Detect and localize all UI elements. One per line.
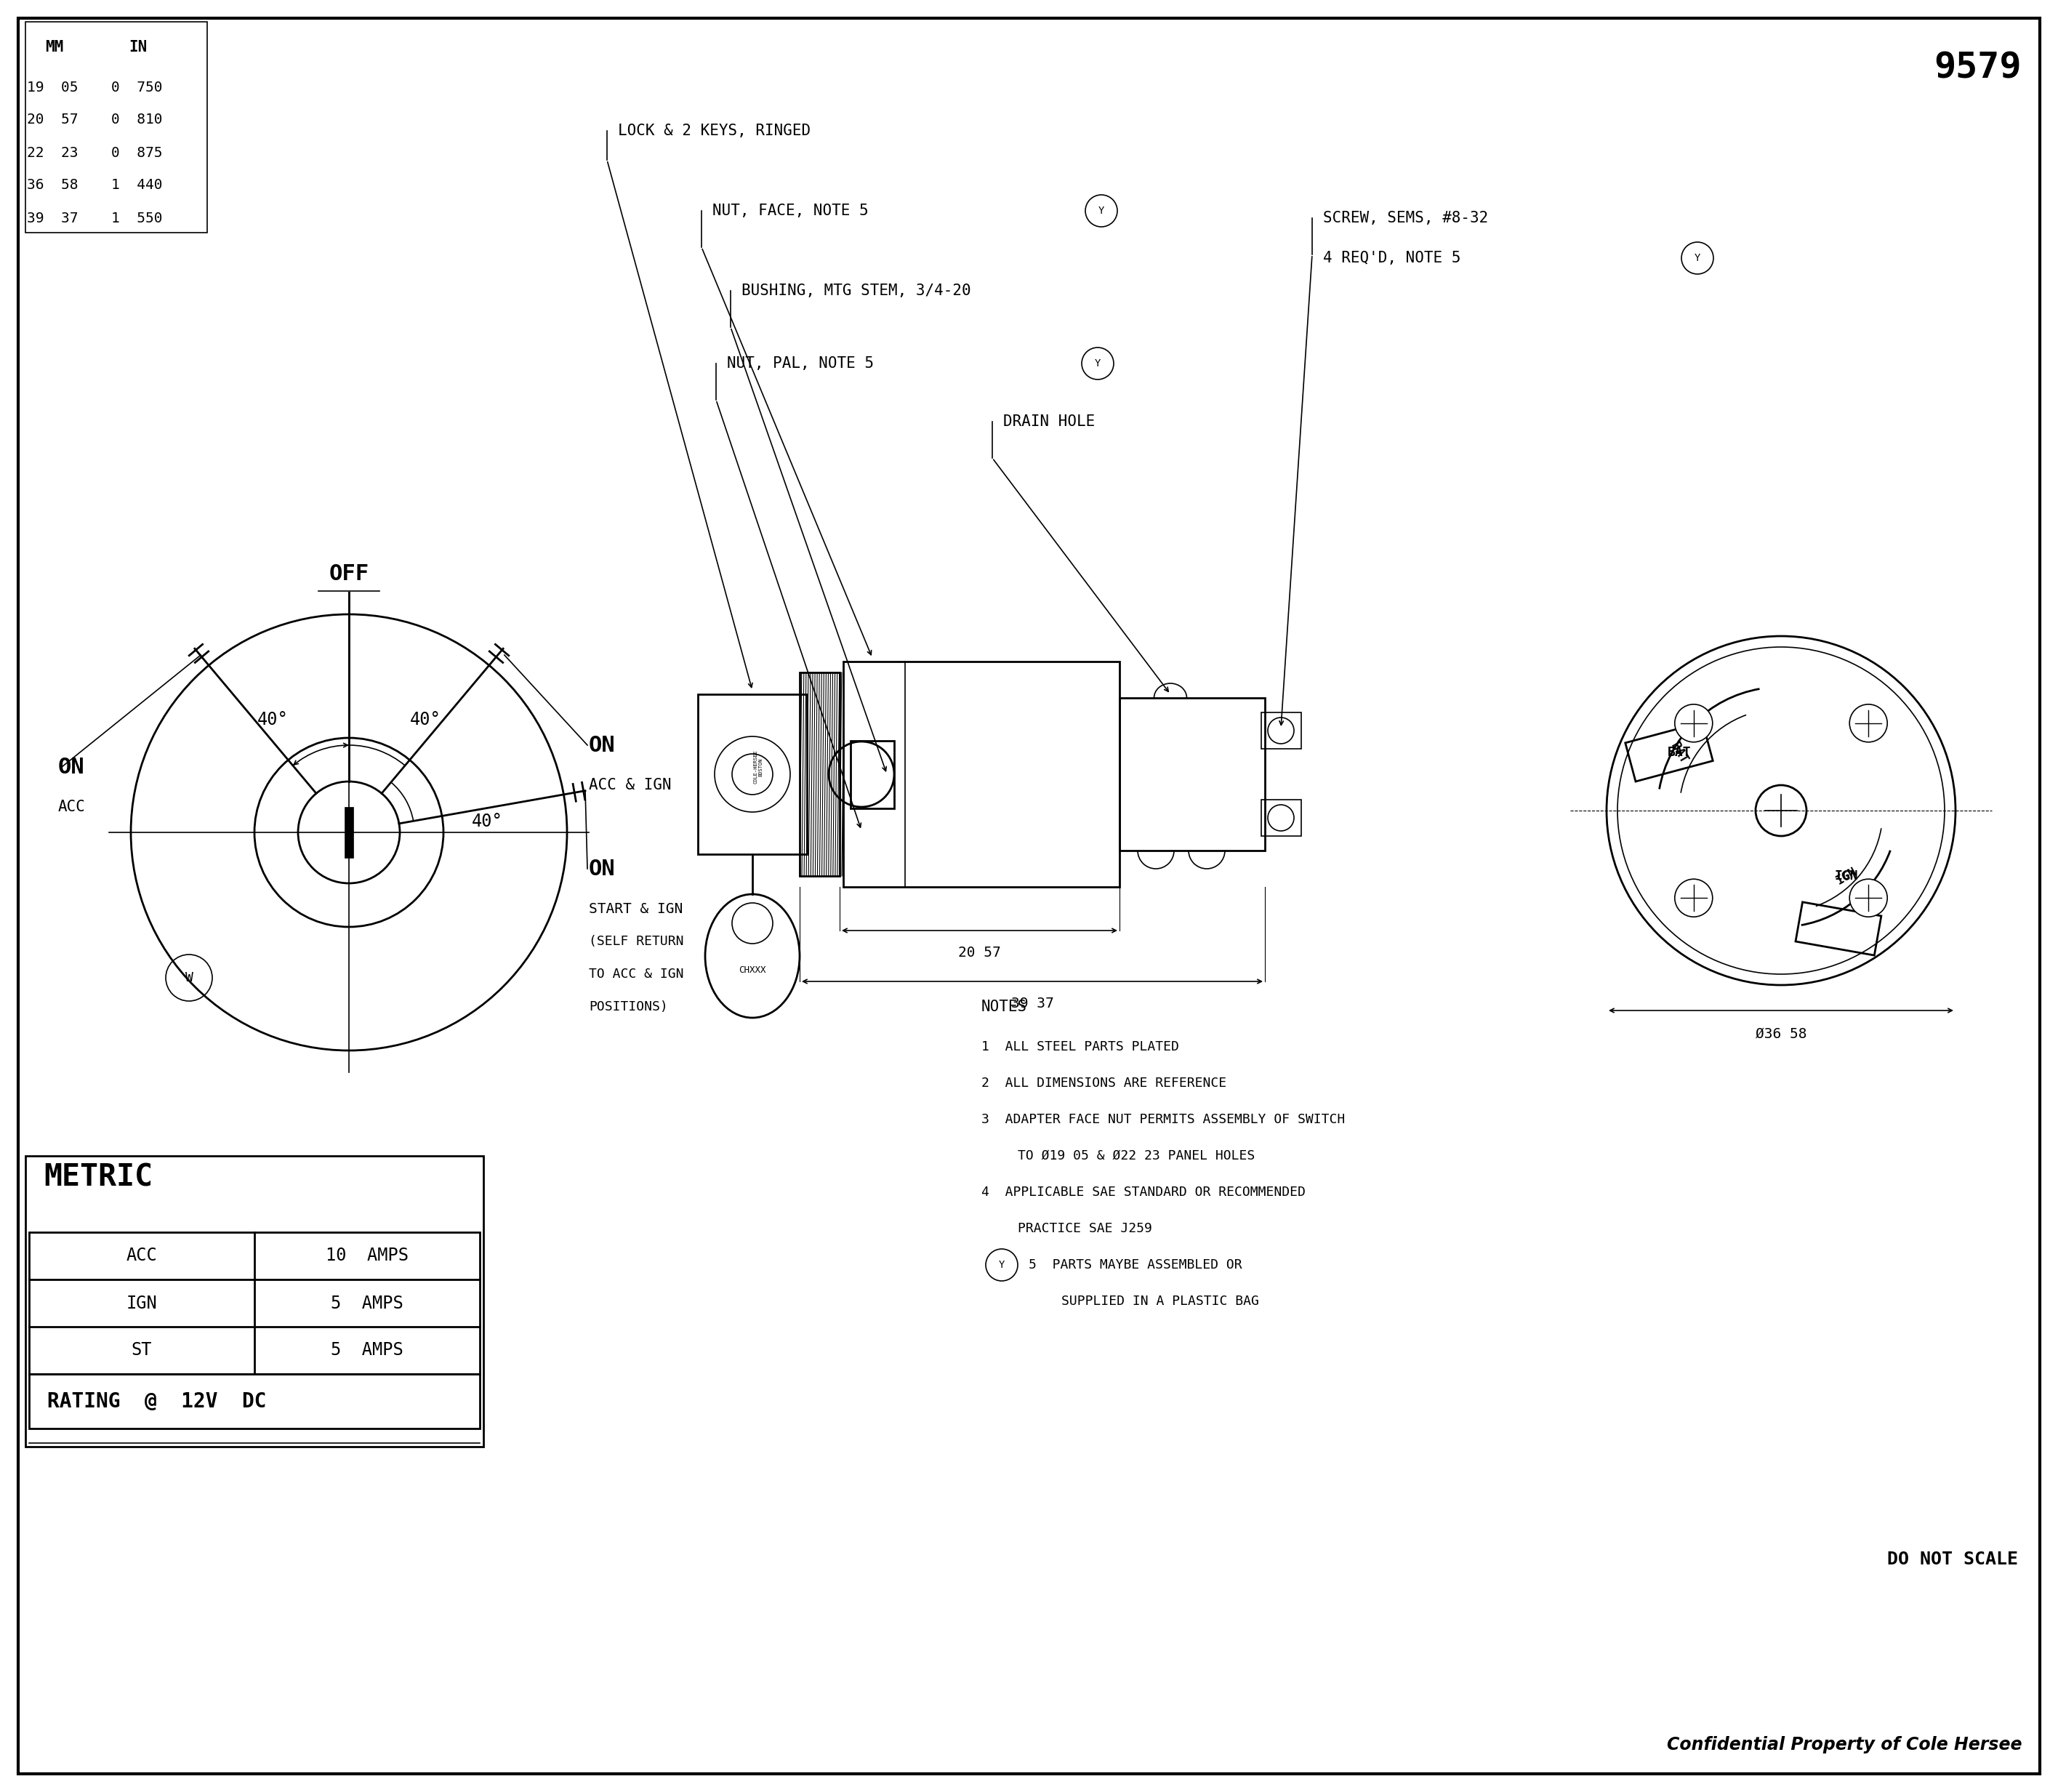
Text: ST: ST: [132, 1342, 152, 1358]
Bar: [1795, 901, 1881, 955]
Text: 5  PARTS MAYBE ASSEMBLED OR: 5 PARTS MAYBE ASSEMBLED OR: [1029, 1258, 1243, 1272]
Text: IGN: IGN: [1834, 869, 1858, 882]
Text: W: W: [185, 971, 193, 984]
Text: 36  58: 36 58: [27, 179, 78, 192]
Text: 1  440: 1 440: [111, 179, 163, 192]
Text: 40°: 40°: [410, 711, 440, 728]
Text: 19  05: 19 05: [27, 81, 78, 95]
Text: 4 REQ'D, NOTE 5: 4 REQ'D, NOTE 5: [1323, 251, 1461, 265]
Text: NOTES: NOTES: [982, 1000, 1027, 1014]
Bar: [850, 740, 893, 808]
Text: TO ACC & IGN: TO ACC & IGN: [589, 968, 683, 980]
Bar: [29, 1233, 480, 1374]
Text: BUSHING, MTG STEM, 3/4-20: BUSHING, MTG STEM, 3/4-20: [741, 283, 971, 297]
Text: START & IGN: START & IGN: [589, 901, 683, 916]
Text: SUPPLIED IN A PLASTIC BAG: SUPPLIED IN A PLASTIC BAG: [1062, 1296, 1259, 1308]
Text: 39 37: 39 37: [1010, 996, 1054, 1011]
Text: NUT, FACE, NOTE 5: NUT, FACE, NOTE 5: [712, 204, 868, 219]
Text: (SELF RETURN: (SELF RETURN: [589, 935, 683, 948]
Text: DO NOT SCALE: DO NOT SCALE: [1887, 1550, 2019, 1568]
Text: 10  AMPS: 10 AMPS: [325, 1247, 410, 1265]
Text: ON: ON: [589, 858, 615, 880]
Text: BAT: BAT: [1669, 740, 1690, 765]
Text: 40°: 40°: [471, 814, 502, 830]
Text: NUT, PAL, NOTE 5: NUT, PAL, NOTE 5: [726, 357, 875, 371]
Text: 9579: 9579: [1935, 50, 2021, 86]
Text: 3  ADAPTER FACE NUT PERMITS ASSEMBLY OF SWITCH: 3 ADAPTER FACE NUT PERMITS ASSEMBLY OF S…: [982, 1113, 1346, 1125]
Bar: [1120, 697, 1266, 851]
Circle shape: [1675, 704, 1712, 742]
Text: Y: Y: [1095, 358, 1101, 369]
Bar: [1262, 713, 1301, 749]
Text: 0  750: 0 750: [111, 81, 163, 95]
Text: 5  AMPS: 5 AMPS: [331, 1342, 403, 1358]
Text: BAT: BAT: [1667, 745, 1692, 760]
Text: POSITIONS): POSITIONS): [589, 1000, 669, 1014]
Text: COLE-HERSEE
BOSTON: COLE-HERSEE BOSTON: [753, 751, 764, 783]
Text: ON: ON: [589, 735, 615, 756]
Text: IGN: IGN: [126, 1294, 156, 1312]
Text: Ø36 58: Ø36 58: [1755, 1027, 1807, 1041]
Text: CHXXX: CHXXX: [739, 966, 766, 975]
Text: OFF: OFF: [329, 564, 368, 584]
Text: 0  875: 0 875: [111, 145, 163, 159]
Text: 0  810: 0 810: [111, 113, 163, 127]
Text: PRACTICE SAE J259: PRACTICE SAE J259: [1019, 1222, 1152, 1235]
Bar: [1262, 799, 1301, 837]
Text: LOCK & 2 KEYS, RINGED: LOCK & 2 KEYS, RINGED: [617, 124, 811, 138]
Text: ACC: ACC: [126, 1247, 156, 1265]
Text: 20 57: 20 57: [959, 946, 1000, 959]
Bar: [25, 1156, 484, 1446]
Text: MM: MM: [45, 39, 64, 54]
Text: Y: Y: [1694, 253, 1700, 263]
Text: 1  ALL STEEL PARTS PLATED: 1 ALL STEEL PARTS PLATED: [982, 1041, 1179, 1054]
Bar: [344, 806, 354, 858]
Bar: [801, 672, 840, 876]
Bar: [29, 1374, 480, 1428]
Text: Y: Y: [998, 1260, 1004, 1271]
Text: ACC & IGN: ACC & IGN: [589, 778, 671, 792]
Text: 5  AMPS: 5 AMPS: [331, 1294, 403, 1312]
Text: 22  23: 22 23: [27, 145, 78, 159]
Text: IGN: IGN: [1834, 866, 1858, 887]
Text: DRAIN HOLE: DRAIN HOLE: [1002, 414, 1095, 428]
Bar: [698, 694, 807, 855]
Text: 40°: 40°: [257, 711, 288, 728]
Text: 39  37: 39 37: [27, 211, 78, 226]
Bar: [25, 22, 208, 233]
Text: IN: IN: [130, 39, 148, 54]
Text: Y: Y: [1099, 206, 1105, 215]
Text: TO Ø19 05 & Ø22 23 PANEL HOLES: TO Ø19 05 & Ø22 23 PANEL HOLES: [1019, 1149, 1255, 1163]
Bar: [844, 661, 1120, 887]
Text: 1  550: 1 550: [111, 211, 163, 226]
Text: ACC: ACC: [58, 799, 86, 814]
Bar: [1626, 722, 1712, 781]
Text: Confidential Property of Cole Hersee: Confidential Property of Cole Hersee: [1667, 1736, 2021, 1753]
Circle shape: [1850, 880, 1887, 918]
Text: RATING  @  12V  DC: RATING @ 12V DC: [47, 1391, 265, 1412]
Text: SCREW, SEMS, #8-32: SCREW, SEMS, #8-32: [1323, 211, 1488, 226]
Text: ON: ON: [58, 756, 84, 778]
Text: 20  57: 20 57: [27, 113, 78, 127]
Circle shape: [733, 903, 772, 944]
Circle shape: [1850, 704, 1887, 742]
Circle shape: [1675, 880, 1712, 918]
Text: 2  ALL DIMENSIONS ARE REFERENCE: 2 ALL DIMENSIONS ARE REFERENCE: [982, 1077, 1227, 1090]
Text: METRIC: METRIC: [43, 1163, 152, 1193]
Text: 4  APPLICABLE SAE STANDARD OR RECOMMENDED: 4 APPLICABLE SAE STANDARD OR RECOMMENDED: [982, 1186, 1305, 1199]
